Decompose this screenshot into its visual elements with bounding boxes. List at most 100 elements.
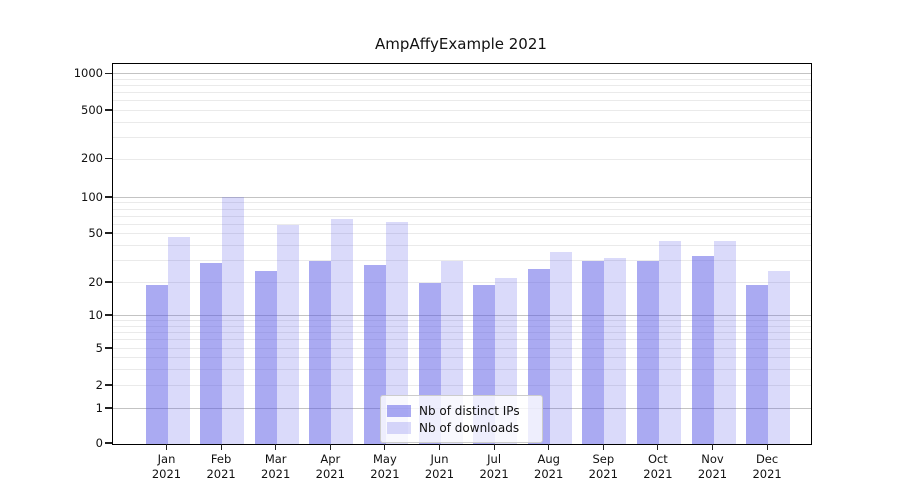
bar-nb-of-downloads-nov <box>713 240 736 444</box>
y-tick-label: 100 <box>81 189 103 204</box>
minor-gridline <box>113 121 811 123</box>
x-tick-mark <box>220 443 222 450</box>
year-label: 2021 <box>261 467 291 481</box>
minor-gridline <box>113 85 811 87</box>
year-label: 2021 <box>370 467 400 481</box>
bar-nb-of-distinct-ips-feb <box>200 263 223 444</box>
minor-gridline <box>113 100 811 102</box>
x-tick-mark <box>329 443 331 450</box>
bar-nb-of-downloads-aug <box>549 251 572 444</box>
year-label: 2021 <box>643 467 673 481</box>
bar-nb-of-downloads-apr <box>331 218 354 444</box>
year-label: 2021 <box>588 467 618 481</box>
x-tick-label: May 2021 <box>358 452 412 482</box>
minor-gridline <box>113 233 811 235</box>
legend-label-downloads: Nb of downloads <box>419 420 520 435</box>
bar-nb-of-downloads-oct <box>658 240 681 444</box>
x-tick-label: Mar 2021 <box>249 452 303 482</box>
y-tick-mark <box>105 407 112 409</box>
year-label: 2021 <box>315 467 345 481</box>
minor-gridline <box>113 282 811 283</box>
y-tick-mark <box>105 442 112 444</box>
year-label: 2021 <box>206 467 236 481</box>
y-tick-mark <box>105 314 112 316</box>
y-tick-mark <box>105 157 112 160</box>
minor-gridline <box>113 208 811 210</box>
month-label: Mar <box>264 452 287 466</box>
bar-nb-of-downloads-mar <box>276 224 299 444</box>
major-gridline <box>113 197 811 198</box>
y-tick-mark <box>105 347 112 349</box>
minor-gridline <box>113 215 811 217</box>
y-tick-label: 50 <box>88 226 103 240</box>
month-label: Nov <box>701 452 724 466</box>
minor-gridline <box>113 320 811 322</box>
minor-gridline <box>113 348 811 349</box>
x-tick-mark <box>275 443 277 450</box>
y-tick-mark <box>105 232 112 234</box>
month-label: Aug <box>537 452 560 466</box>
major-gridline <box>113 73 811 75</box>
x-tick-mark <box>548 443 550 450</box>
legend-item-downloads: Nb of downloads <box>387 419 534 436</box>
legend-swatch-distinct-ips-icon <box>387 404 411 417</box>
year-label: 2021 <box>151 467 182 481</box>
bar-nb-of-distinct-ips-dec <box>746 285 769 444</box>
x-tick-label: Aug 2021 <box>522 452 576 482</box>
bar-nb-of-downloads-dec <box>768 271 791 444</box>
minor-gridline <box>113 202 811 204</box>
month-label: Dec <box>755 452 779 466</box>
x-tick-label: Jan 2021 <box>140 452 194 482</box>
x-tick-mark <box>766 443 768 450</box>
x-tick-mark <box>493 443 495 450</box>
bar-nb-of-distinct-ips-jan <box>145 285 168 444</box>
year-label: 2021 <box>424 467 455 481</box>
year-label: 2021 <box>534 467 564 481</box>
month-label: Feb <box>210 452 232 466</box>
minor-gridline <box>113 385 811 387</box>
bar-nb-of-downloads-feb <box>222 196 245 444</box>
minor-gridline <box>113 244 811 246</box>
month-label: Jul <box>487 452 502 466</box>
x-tick-label: Sep 2021 <box>576 452 630 482</box>
minor-gridline <box>113 368 811 370</box>
minor-gridline <box>113 78 811 80</box>
x-tick-label: Oct 2021 <box>631 452 685 482</box>
bar-nb-of-distinct-ips-oct <box>636 261 659 444</box>
year-label: 2021 <box>479 467 509 481</box>
minor-gridline <box>113 332 811 333</box>
minor-gridline <box>113 158 811 160</box>
plot-area: Nb of distinct IPs Nb of downloads <box>112 63 812 445</box>
x-tick-label: Jun 2021 <box>413 452 467 482</box>
y-tick-label: 200 <box>81 151 103 166</box>
legend-label-distinct-ips: Nb of distinct IPs <box>419 403 520 418</box>
y-tick-mark <box>105 72 112 74</box>
year-label: 2021 <box>697 467 728 481</box>
y-tick-label: 20 <box>88 274 103 289</box>
y-tick-mark <box>105 384 112 386</box>
month-label: Jan <box>157 452 176 466</box>
bar-nb-of-distinct-ips-sep <box>582 261 605 444</box>
y-tick-label: 2 <box>95 378 103 392</box>
legend-item-distinct-ips: Nb of distinct IPs <box>387 402 534 419</box>
x-tick-mark <box>657 443 659 450</box>
bar-nb-of-downloads-jan <box>167 237 190 444</box>
minor-gridline <box>113 92 811 94</box>
minor-gridline <box>113 325 811 327</box>
bar-nb-of-distinct-ips-apr <box>309 261 332 444</box>
month-label: May <box>373 452 397 466</box>
major-gridline <box>113 315 811 317</box>
minor-gridline <box>113 260 811 262</box>
x-tick-label: Nov 2021 <box>686 452 740 482</box>
x-tick-label: Dec 2021 <box>740 452 794 482</box>
y-tick-label: 500 <box>81 103 103 117</box>
minor-gridline <box>113 110 811 112</box>
minor-gridline <box>113 137 811 139</box>
x-tick-mark <box>384 443 386 450</box>
minor-gridline <box>113 339 811 341</box>
x-tick-label: Apr 2021 <box>303 452 357 482</box>
x-tick-label: Feb 2021 <box>194 452 248 482</box>
minor-gridline <box>113 223 811 225</box>
x-tick-mark <box>711 443 714 450</box>
